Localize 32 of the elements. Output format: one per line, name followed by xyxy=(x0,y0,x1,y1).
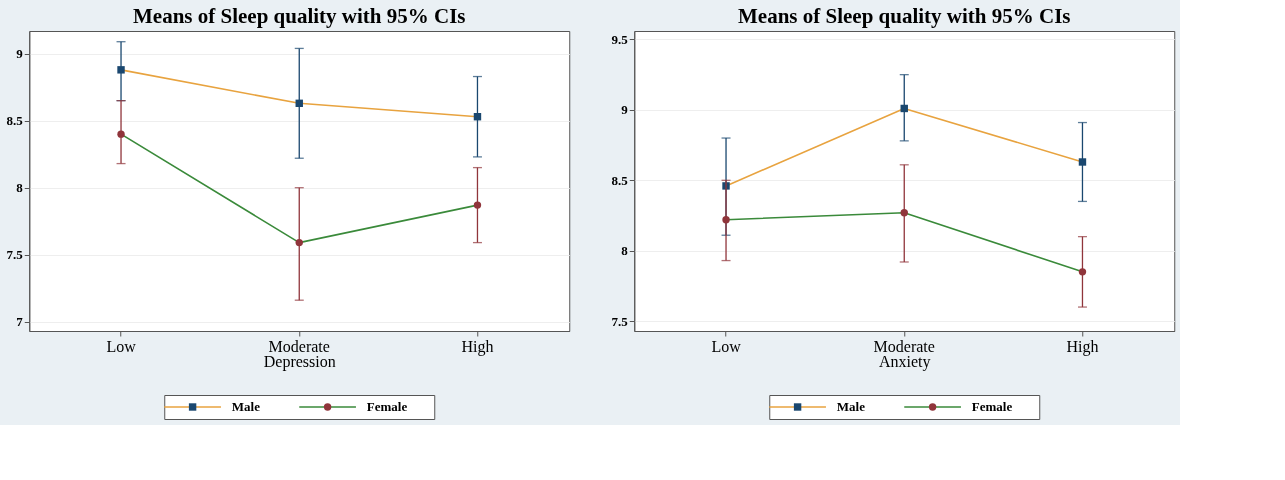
point xyxy=(295,238,303,247)
y-tick-label: 8.5 xyxy=(6,113,24,129)
chart-title: Means of Sleep quality with 95% CIs xyxy=(737,4,1071,28)
y-tick-label: 7.5 xyxy=(6,247,24,263)
legend-label: Female xyxy=(971,399,1013,414)
point xyxy=(900,208,908,217)
x-tick-label: Low xyxy=(106,337,137,355)
x-tick-label: High xyxy=(1066,337,1099,356)
y-tick-label: 8 xyxy=(621,243,629,259)
x-tick-label: Moderate xyxy=(268,337,330,355)
point xyxy=(1078,268,1087,276)
chart-title: Means of Sleep quality with 95% CIs xyxy=(132,4,466,28)
x-axis-title: Anxiety xyxy=(878,352,931,371)
y-tick-label: 7 xyxy=(16,314,24,330)
point xyxy=(117,130,125,138)
x-axis-title: Depression xyxy=(263,352,336,371)
x-tick-label: Moderate xyxy=(873,337,935,355)
y-tick-label: 9.5 xyxy=(611,31,629,47)
x-tick-label: High xyxy=(461,337,494,356)
y-tick-label: 8.5 xyxy=(611,172,629,188)
point xyxy=(722,216,730,224)
y-tick-label: 9 xyxy=(621,102,629,118)
y-tick-label: 7.5 xyxy=(611,313,629,329)
legend-label: Male xyxy=(836,399,866,414)
point xyxy=(117,66,125,74)
legend-label: Male xyxy=(231,399,261,414)
point xyxy=(473,201,482,209)
y-tick-label: 8 xyxy=(16,180,24,196)
x-tick-label: Low xyxy=(711,337,742,355)
legend-label: Female xyxy=(366,399,408,414)
point xyxy=(1078,158,1087,166)
y-tick-label: 9 xyxy=(16,46,24,62)
